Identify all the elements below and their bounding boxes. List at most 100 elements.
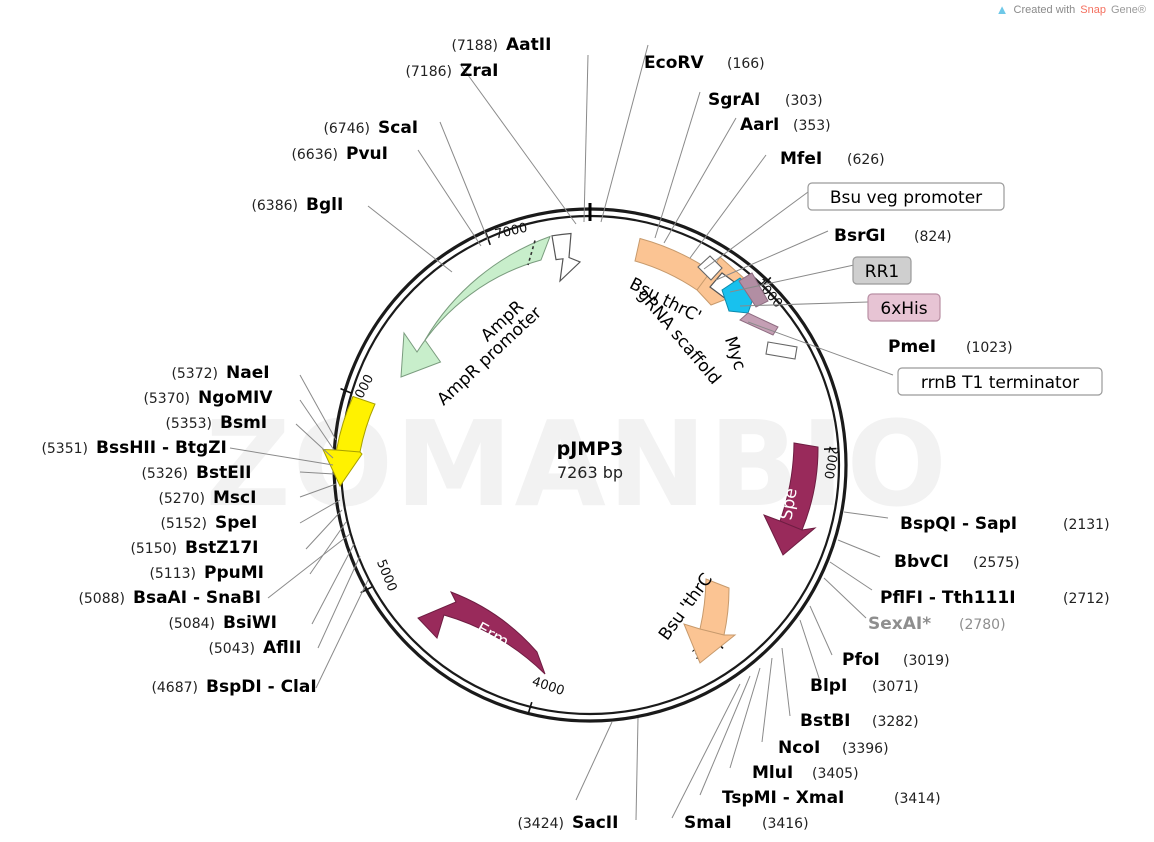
enzyme-label-ncoi[interactable]: NcoI (3396): [778, 738, 889, 758]
enzyme-name: SgrAI: [708, 90, 760, 110]
feature-veg-promoter-box[interactable]: [697, 255, 723, 281]
enzyme-label-bspqi-sapi[interactable]: BspQI - SapI (2131): [900, 514, 1110, 534]
enzyme-label-bsmi[interactable]: (5353) BsmI: [165, 413, 267, 433]
enzyme-position: (1023): [966, 340, 1013, 356]
enzyme-position: (5043): [208, 641, 255, 657]
feature-ampr[interactable]: [398, 235, 556, 378]
boxed-label-rr1[interactable]: RR1: [852, 256, 912, 285]
enzyme-label-spei[interactable]: (5152) SpeI: [160, 513, 257, 533]
enzyme-label-scai[interactable]: (6746) ScaI: [323, 118, 418, 138]
snapgene-gene: Gene®: [1110, 3, 1146, 16]
enzyme-name: MscI: [213, 488, 256, 508]
enzyme-position: (5353): [165, 416, 212, 432]
enzyme-name: BspQI - SapI: [900, 514, 1017, 534]
enzyme-position: (5372): [171, 366, 218, 382]
boxed-label-veg-promoter[interactable]: Bsu veg promoter: [807, 182, 1005, 211]
enzyme-position: (626): [847, 152, 885, 168]
boxed-label-text: RR1: [865, 262, 899, 282]
enzyme-label-pflfi-tth111i[interactable]: PflFI - Tth111I (2712): [880, 588, 1110, 608]
boxed-label-text: rrnB T1 terminator: [921, 373, 1079, 393]
enzyme-name: SexAI*: [868, 614, 931, 634]
feature-erm[interactable]: [417, 591, 546, 675]
enzyme-position: (3414): [894, 791, 941, 807]
enzyme-name: PflFI - Tth111I: [880, 588, 1016, 608]
enzyme-label-aari[interactable]: AarI (353): [740, 115, 831, 135]
enzyme-label-sexai[interactable]: SexAI* (2780): [868, 614, 1006, 634]
enzyme-name: TspMI - XmaI: [722, 788, 844, 808]
enzyme-position: (3071): [872, 679, 919, 695]
enzyme-label-mfei[interactable]: MfeI (626): [780, 149, 885, 169]
enzyme-label-smai[interactable]: SmaI (3416): [684, 813, 809, 833]
boxed-label-text: 6xHis: [880, 299, 927, 319]
enzyme-position: (5084): [168, 616, 215, 632]
enzyme-position: (5150): [130, 541, 177, 557]
enzyme-name: BspDI - ClaI: [206, 677, 317, 697]
enzyme-label-bstz17i[interactable]: (5150) BstZ17I: [130, 538, 258, 558]
enzyme-name: AarI: [740, 115, 779, 135]
enzyme-label-sacii[interactable]: (3424) SacII: [517, 813, 618, 833]
enzyme-label-tspmi-xmai[interactable]: TspMI - XmaI (3414): [722, 788, 941, 808]
enzyme-label-mlui[interactable]: MluI (3405): [752, 763, 859, 783]
snapgene-prefix: Created with: [1013, 3, 1076, 16]
feature-rr1-box[interactable]: [738, 272, 769, 308]
enzyme-label-pvui[interactable]: (6636) PvuI: [291, 144, 388, 164]
enzyme-label-sgrai[interactable]: SgrAI (303): [708, 90, 823, 110]
enzyme-label-ppumi[interactable]: (5113) PpuMI: [149, 563, 264, 583]
enzyme-position: (7188): [451, 38, 498, 54]
enzyme-label-ecorv[interactable]: EcoRV (166): [644, 53, 765, 73]
boxed-label-rrnb-terminator[interactable]: rrnB T1 terminator: [897, 367, 1103, 396]
enzyme-position: (3282): [872, 714, 919, 730]
enzyme-label-pfoi[interactable]: PfoI (3019): [842, 650, 950, 670]
feature-spe[interactable]: [763, 442, 819, 556]
enzyme-name: PvuI: [346, 144, 388, 164]
enzyme-label-bstbi[interactable]: BstBI (3282): [800, 711, 919, 731]
enzyme-name: MluI: [752, 763, 793, 783]
enzyme-label-naei[interactable]: (5372) NaeI: [171, 363, 269, 383]
enzyme-position: (3396): [842, 741, 889, 757]
enzyme-label-aatii[interactable]: (7188) AatII: [451, 35, 551, 55]
enzyme-label-bsiwi[interactable]: (5084) BsiWI: [168, 613, 277, 633]
feature-rrnb-terminator-box[interactable]: [765, 341, 798, 360]
enzyme-name: BsiWI: [223, 613, 277, 633]
enzyme-name: BbvCI: [894, 552, 949, 572]
enzyme-label-bsteii[interactable]: (5326) BstEII: [141, 463, 251, 483]
enzyme-name: NcoI: [778, 738, 820, 758]
enzyme-label-aflii[interactable]: (5043) AflII: [208, 638, 301, 658]
enzyme-label-bsrgi[interactable]: BsrGI (824): [834, 226, 952, 246]
tick-label: 4000: [530, 674, 566, 699]
enzyme-position: (7186): [405, 64, 452, 80]
enzyme-label-blpi[interactable]: BlpI (3071): [810, 676, 919, 696]
enzyme-name: EcoRV: [644, 53, 704, 73]
enzyme-position: (5113): [149, 566, 196, 582]
enzyme-label-bsaai-snabi[interactable]: (5088) BsaAI - SnaBI: [78, 588, 261, 608]
tick-label: 5000: [373, 558, 399, 594]
boxed-label-6xhis[interactable]: 6xHis: [867, 293, 941, 322]
enzyme-name: BstZ17I: [185, 538, 259, 558]
boxed-label-text: Bsu veg promoter: [830, 188, 982, 208]
snapgene-watermark: ▲ Created with Snap Gene®: [996, 3, 1146, 16]
enzyme-position: (5351): [41, 441, 88, 457]
enzyme-name: NaeI: [226, 363, 270, 383]
enzyme-name: SacII: [572, 813, 618, 833]
enzyme-label-zrai[interactable]: (7186) ZraI: [405, 61, 498, 81]
enzyme-position: (3424): [517, 816, 564, 832]
enzyme-label-bspdi-clai[interactable]: (4687) BspDI - ClaI: [151, 677, 316, 697]
enzyme-position: (824): [914, 229, 952, 245]
enzyme-name: NgoMIV: [198, 388, 273, 408]
feature-ori[interactable]: [322, 395, 376, 488]
enzyme-label-msci[interactable]: (5270) MscI: [158, 488, 256, 508]
feature-ampr-promoter[interactable]: [551, 232, 582, 283]
feature-bsu-thrc-right[interactable]: [683, 578, 737, 664]
enzyme-label-bbvci[interactable]: BbvCI (2575): [894, 552, 1020, 572]
enzyme-label-bgli[interactable]: (6386) BglI: [251, 195, 343, 215]
enzyme-position: (2780): [959, 617, 1006, 633]
enzyme-label-ngomiv[interactable]: (5370) NgoMIV: [143, 388, 273, 408]
feature-6xhis-box[interactable]: [739, 312, 779, 336]
enzyme-name: MfeI: [780, 149, 822, 169]
enzyme-name: BssHII - BtgZI: [96, 438, 227, 458]
enzyme-position: (6746): [323, 121, 370, 137]
enzyme-label-bsshii-btgzi[interactable]: (5351) BssHII - BtgZI: [41, 438, 226, 458]
enzyme-label-pmei[interactable]: PmeI (1023): [888, 337, 1013, 357]
enzyme-name: BglI: [306, 195, 343, 215]
